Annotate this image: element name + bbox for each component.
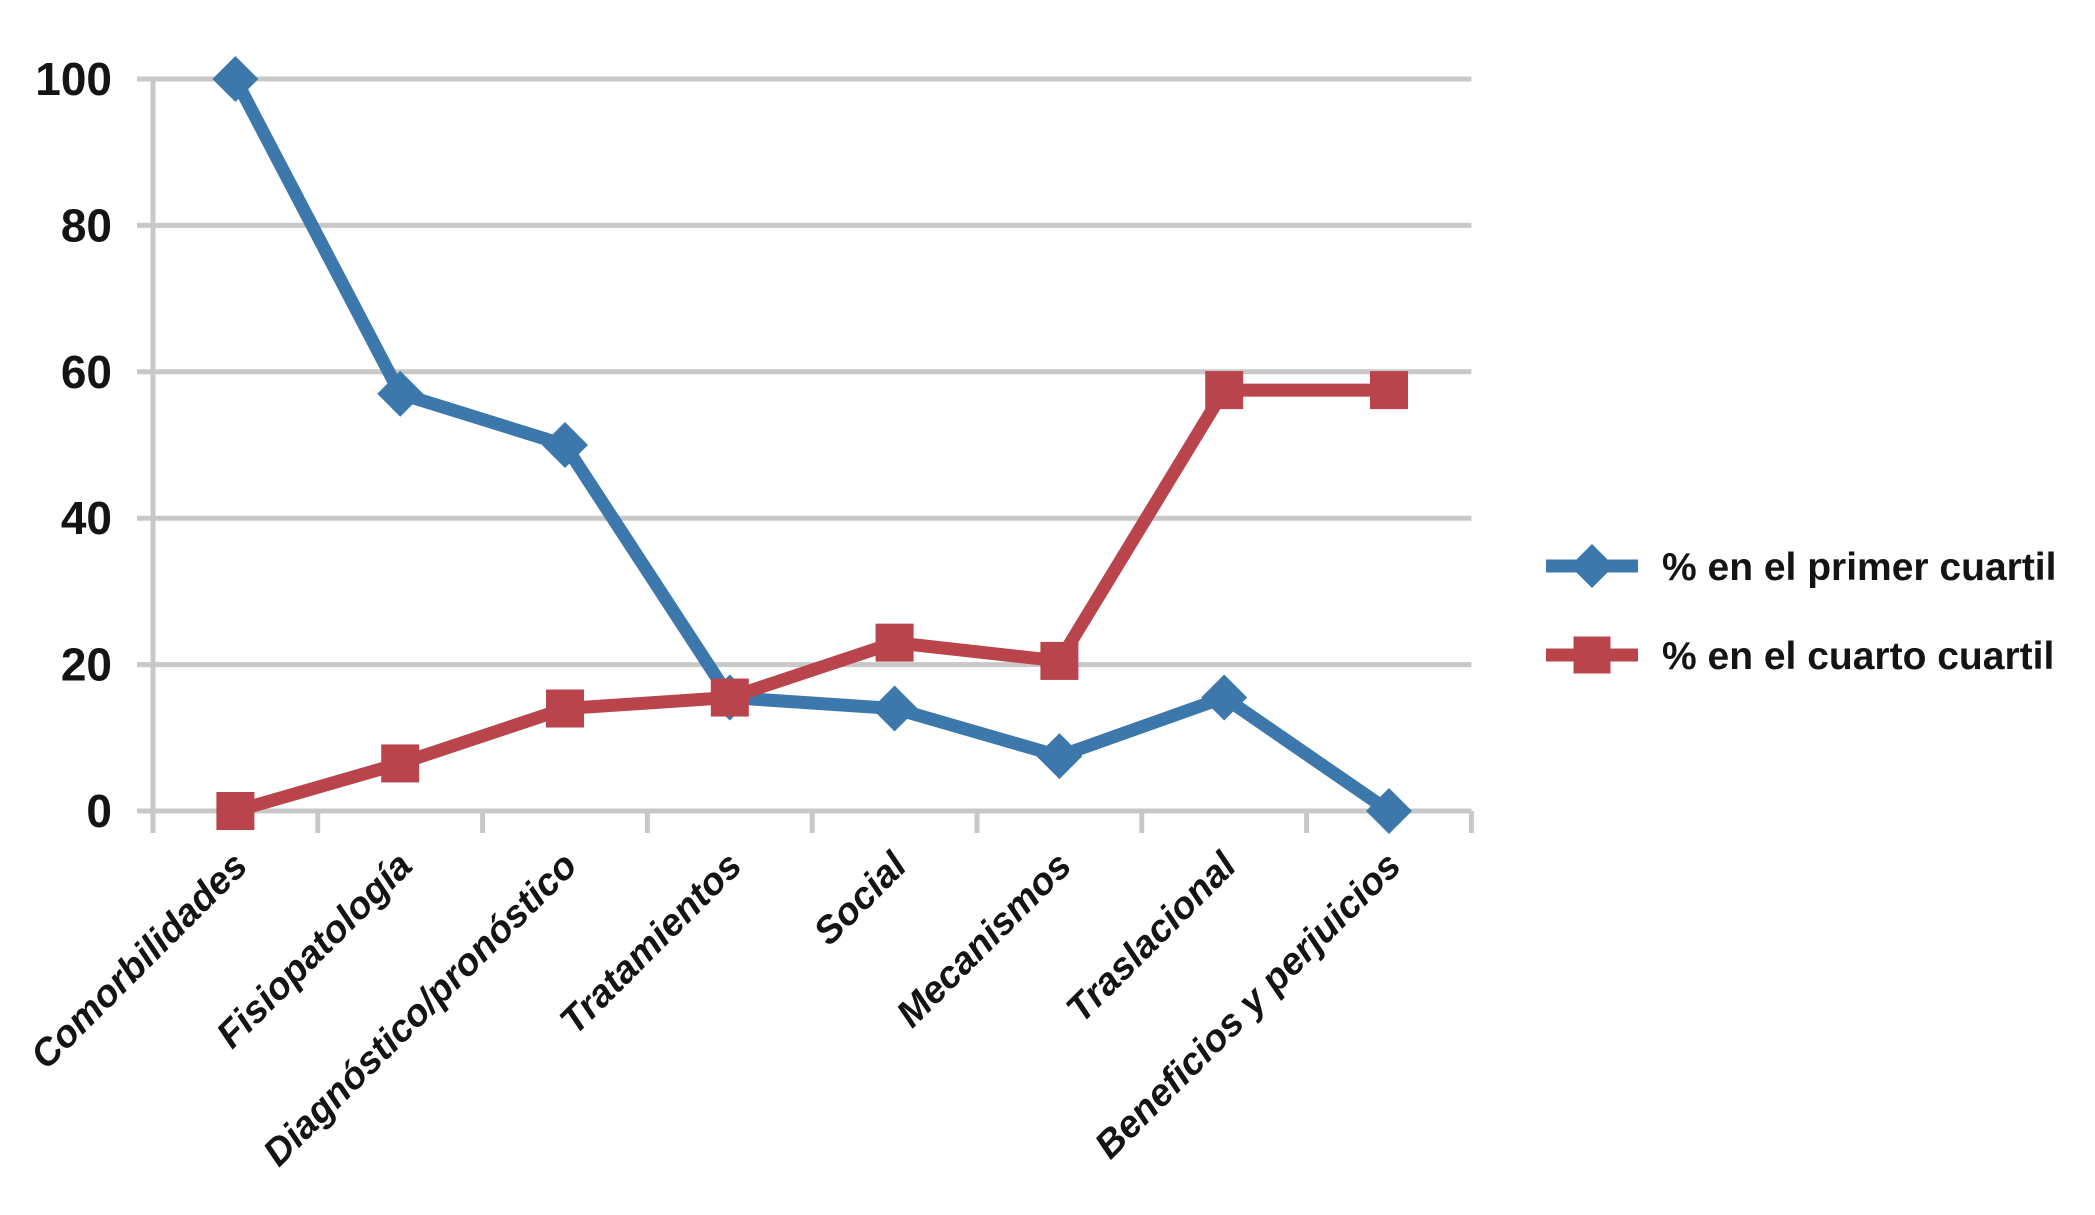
marker-square	[546, 689, 584, 728]
marker-square	[1370, 371, 1408, 410]
y-tick-label: 60	[61, 346, 112, 398]
marker-square	[216, 792, 255, 830]
marker-diamond	[212, 56, 259, 102]
marker-diamond	[1201, 674, 1248, 721]
marker-square	[1205, 371, 1244, 410]
series-line	[228, 383, 1396, 818]
x-category-label: Diagnóstico/pronóstico	[256, 845, 586, 1175]
marker-square	[1040, 641, 1079, 680]
series-group	[212, 56, 1412, 834]
legend-diamond-icon	[1570, 544, 1614, 588]
marker-diamond	[871, 685, 918, 732]
x-category-label: Traslacional	[1059, 844, 1246, 1031]
marker-diamond	[377, 370, 424, 417]
x-category-label: Beneficios y perjuicios	[1087, 845, 1409, 1167]
y-tick-label: 80	[61, 199, 112, 251]
series-primer-cuartil	[212, 56, 1412, 834]
x-category-label: Mecanismos	[889, 845, 1080, 1036]
x-category-label: Comorbilidades	[23, 845, 256, 1078]
legend-square-icon	[1573, 636, 1611, 674]
marker-square	[875, 623, 914, 662]
legend-label: % en el cuarto cuartil	[1662, 635, 2054, 678]
marker-square	[710, 678, 749, 717]
legend: % en el primer cuartil % en el cuarto cua…	[1546, 544, 2056, 678]
y-tick-label: 100	[35, 53, 112, 105]
legend-label: % en el primer cuartil	[1662, 546, 2056, 589]
marker-diamond	[1036, 733, 1083, 780]
y-tick-label: 0	[86, 785, 112, 837]
series-line	[228, 72, 1396, 818]
y-tick-label: 20	[61, 639, 112, 691]
y-tick-label: 40	[61, 492, 112, 544]
axes-group	[150, 79, 1474, 833]
marker-diamond	[1366, 788, 1412, 834]
x-category-label: Social	[806, 844, 916, 954]
marker-diamond	[542, 422, 588, 468]
x-axis-labels-group: ComorbilidadesFisiopatologíaDiagnóstico/…	[23, 844, 1409, 1175]
gridlines-group	[137, 76, 1472, 814]
legend-item-cuarto-cuartil: % en el cuarto cuartil	[1546, 635, 2054, 678]
marker-square	[381, 744, 420, 783]
y-axis-labels-group: 0 20 40 60 80 100	[35, 53, 112, 837]
series-cuarto-cuartil	[216, 371, 1408, 830]
legend-item-primer-cuartil: % en el primer cuartil	[1546, 544, 2056, 589]
